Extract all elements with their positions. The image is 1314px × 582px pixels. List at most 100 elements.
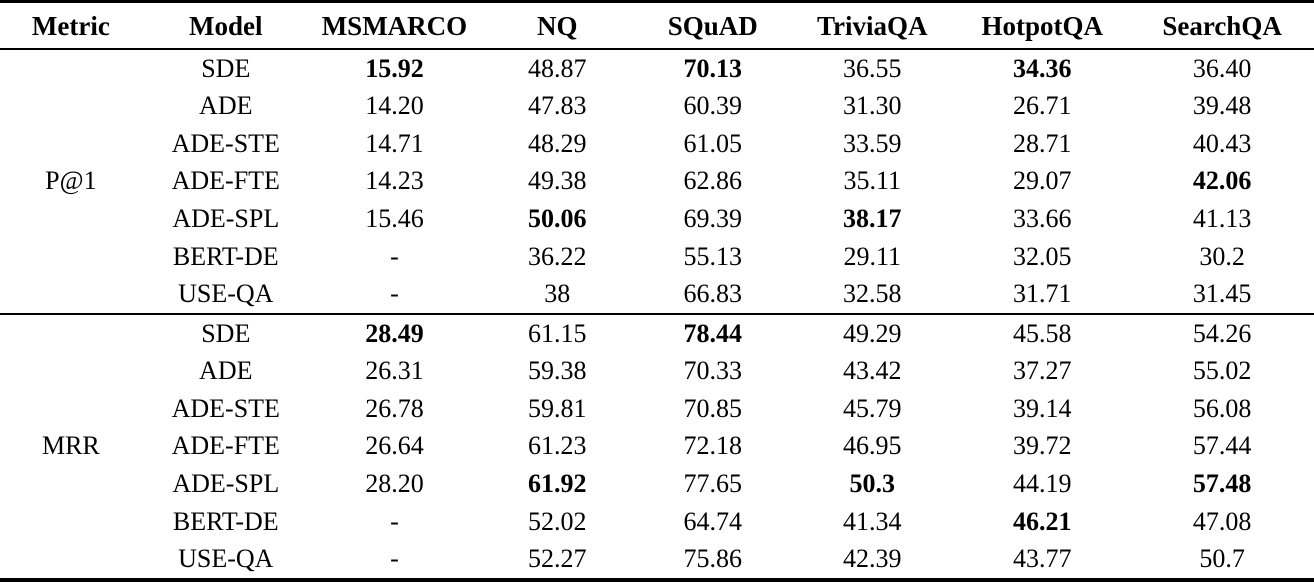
value-cell: 41.13 [1192, 204, 1252, 233]
value-cell: 14.71 [365, 128, 424, 158]
value-cell: 57.44 [1192, 431, 1252, 461]
value-cell: 14.23 [365, 166, 424, 196]
model-name: ADE [199, 91, 253, 121]
table-row: ADE-FTE 26.64 61.23 72.18 46.95 39.72 57… [0, 428, 1314, 466]
value-cell: 69.39 [683, 204, 743, 233]
value-cell: 33.59 [842, 128, 902, 158]
table-header: Metric Model MSMARCO NQ SQuAD TriviaQA H… [0, 1, 1314, 50]
value-cell: 37.27 [1012, 356, 1072, 386]
model-name: BERT-DE [172, 506, 279, 536]
table-row: ADE-FTE 14.23 49.38 62.86 35.11 29.07 42… [0, 163, 1314, 201]
value-cell: 39.72 [1012, 431, 1072, 461]
table-row: MRR SDE 28.49 61.15 78.44 49.29 45.58 54… [0, 312, 1314, 580]
column-header-triviaqa: TriviaQA [790, 1, 955, 50]
value-cell: 66.83 [683, 279, 743, 309]
model-name: ADE-FTE [171, 431, 280, 461]
value-cell: 59.38 [527, 356, 587, 386]
column-header-searchqa: SearchQA [1130, 1, 1314, 50]
value-cell: 47.83 [527, 91, 587, 121]
model-name: USE-QA [178, 544, 274, 574]
value-cell: 36.40 [1192, 53, 1252, 83]
value-cell: 52.02 [527, 506, 587, 536]
value-cell: 48.29 [527, 128, 587, 158]
value-cell: 42.06 [1192, 166, 1252, 196]
value-cell: 62.86 [683, 166, 743, 196]
value-cell: 36.22 [527, 241, 587, 271]
value-cell: 50.3 [849, 468, 895, 498]
metric-label: MRR [0, 312, 142, 580]
table-row: ADE-STE 26.78 59.81 70.85 45.79 39.14 56… [0, 390, 1314, 428]
value-cell: 70.33 [683, 356, 743, 386]
value-cell: 26.71 [1012, 91, 1072, 121]
header-row: Metric Model MSMARCO NQ SQuAD TriviaQA H… [0, 1, 1314, 50]
value-cell: 41.34 [842, 506, 902, 536]
value-cell: 45.79 [842, 393, 902, 423]
value-cell: - [390, 241, 399, 271]
section-mrr: MRR SDE 28.49 61.15 78.44 49.29 45.58 54… [0, 312, 1314, 580]
column-header-hotpotqa: HotpotQA [954, 1, 1131, 50]
value-cell: 47.08 [1192, 506, 1252, 536]
model-name: ADE-SPL [172, 204, 280, 233]
value-cell: 15.92 [365, 53, 424, 83]
value-cell: 29.07 [1012, 166, 1072, 196]
value-cell: 39.48 [1192, 91, 1252, 121]
table-row: BERT-DE - 36.22 55.13 29.11 32.05 30.2 [0, 238, 1314, 276]
value-cell: 35.11 [843, 166, 902, 196]
model-name: USE-QA [178, 279, 274, 309]
value-cell: - [390, 544, 399, 574]
value-cell: 70.85 [683, 393, 743, 423]
value-cell: 38.17 [842, 204, 902, 233]
value-cell: 42.39 [842, 544, 902, 574]
value-cell: 31.71 [1012, 279, 1072, 309]
table-row: USE-QA - 38 66.83 32.58 31.71 31.45 [0, 275, 1314, 314]
column-header-metric: Metric [0, 1, 142, 50]
value-cell: 56.08 [1192, 393, 1252, 423]
value-cell: 50.06 [527, 204, 587, 233]
value-cell: 72.18 [683, 431, 743, 461]
value-cell: 64.74 [683, 506, 743, 536]
value-cell: 14.20 [365, 91, 424, 121]
value-cell: 26.64 [365, 431, 424, 461]
value-cell: 43.42 [842, 356, 902, 386]
metric-label: P@1 [45, 166, 97, 196]
value-cell: 48.87 [527, 53, 587, 83]
value-cell: 49.29 [790, 312, 955, 353]
value-cell: 32.58 [842, 279, 902, 309]
column-header-model: Model [141, 1, 310, 50]
value-cell: 59.81 [527, 393, 587, 423]
value-cell: 54.26 [1130, 312, 1314, 353]
section-p1: P@1 SDE 15.92 48.87 70.13 36.55 34.36 36… [0, 49, 1314, 314]
column-header-msmarco: MSMARCO [309, 1, 480, 50]
value-cell: 77.65 [683, 468, 743, 498]
value-cell: 36.55 [842, 53, 902, 83]
value-cell: 38 [544, 279, 571, 309]
value-cell: 28.20 [365, 468, 424, 498]
table-row: ADE-STE 14.71 48.29 61.05 33.59 28.71 40… [0, 125, 1314, 163]
table-row: ADE 14.20 47.83 60.39 31.30 26.71 39.48 [0, 88, 1314, 126]
value-cell: 46.95 [842, 431, 902, 461]
value-cell: - [390, 279, 399, 309]
value-cell: 75.86 [683, 544, 743, 574]
value-cell: 28.49 [309, 312, 480, 353]
value-cell: 43.77 [1012, 544, 1072, 574]
value-cell: 55.02 [1192, 356, 1252, 386]
value-cell: 61.15 [479, 312, 636, 353]
value-cell: 33.66 [1012, 204, 1072, 233]
value-cell: 61.05 [683, 128, 743, 158]
model-name: ADE [199, 356, 253, 386]
value-cell: 39.14 [1012, 393, 1072, 423]
model-name: ADE-STE [171, 128, 280, 158]
model-name: SDE [141, 312, 310, 353]
value-cell: - [390, 506, 399, 536]
table-row: USE-QA - 52.27 75.86 42.39 43.77 50.7 [0, 540, 1314, 580]
table-row: ADE-SPL 28.20 61.92 77.65 50.3 44.19 57.… [0, 465, 1314, 503]
value-cell: 55.13 [683, 241, 743, 271]
model-name: ADE-SPL [172, 468, 280, 498]
value-cell: 40.43 [1192, 128, 1252, 158]
value-cell: 61.23 [527, 431, 587, 461]
column-header-nq: NQ [479, 1, 636, 50]
table-row: ADE 26.31 59.38 70.33 43.42 37.27 55.02 [0, 353, 1314, 391]
value-cell: 15.46 [365, 204, 424, 233]
value-cell: 60.39 [683, 91, 743, 121]
